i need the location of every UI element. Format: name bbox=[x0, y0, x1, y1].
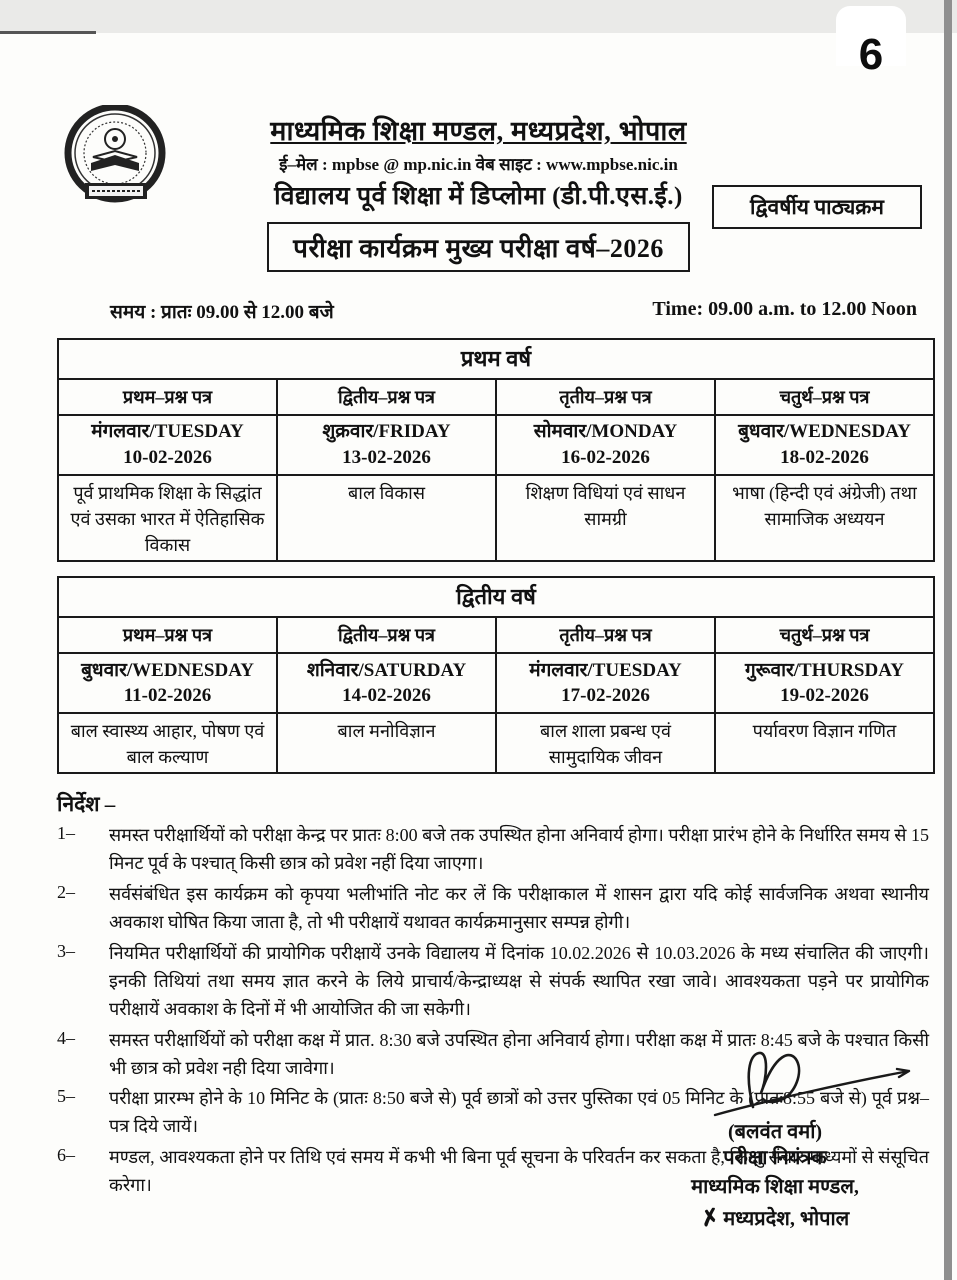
instruction-number: 3– bbox=[57, 941, 75, 962]
time-hindi: समय : प्रातः 09.00 से 12.00 बजे bbox=[110, 302, 334, 323]
instruction-item: 6– मण्डल, आवश्यकता होने पर तिथि एवं समय … bbox=[57, 1144, 929, 1200]
ink-mark: ✗ bbox=[698, 1203, 722, 1232]
exam-day-cell: सोमवार/MONDAY 16-02-2026 bbox=[495, 414, 716, 476]
subject-row: पूर्व प्राथमिक शिक्षा के सिद्धांत एवं उस… bbox=[57, 473, 935, 563]
page-number: 6 bbox=[858, 30, 884, 79]
date-label: 11-02-2026 bbox=[123, 685, 212, 707]
scan-right-edge bbox=[944, 0, 952, 1280]
instruction-item: 3– नियमित परीक्षार्थियों की प्रायोगिक पर… bbox=[57, 940, 929, 1024]
instruction-text: मण्डल, आवश्यकता होने पर तिथि एवं समय में… bbox=[109, 1147, 929, 1196]
subject-row: बाल स्वास्थ्य आहार, पोषण एवं बाल कल्याण … bbox=[57, 712, 935, 775]
instruction-number: 5– bbox=[57, 1086, 75, 1107]
col-header: तृतीय–प्रश्न पत्र bbox=[495, 616, 716, 655]
signatory-place: ✗मध्यप्रदेश, भोपाल bbox=[615, 1202, 935, 1234]
signatory-designation: परीक्षा नियंत्रक bbox=[723, 1147, 827, 1169]
subject-cell: भाषा (हिन्दी एवं अंग्रेजी) तथा सामाजिक अ… bbox=[714, 473, 935, 563]
signatory-name: (बलवंत वर्मा) bbox=[727, 1121, 823, 1143]
signatory-org: माध्यमिक शिक्षा मण्डल, bbox=[691, 1176, 859, 1198]
instruction-text: समस्त परीक्षार्थियों को परीक्षा केन्द्र … bbox=[109, 825, 929, 874]
place-text: मध्यप्रदेश, भोपाल bbox=[723, 1208, 850, 1230]
time-english: Time: 09.00 a.m. to 12.00 Noon bbox=[652, 298, 917, 320]
contact-line: ई–मेल : mpbse @ mp.nic.in वेब साइट : www… bbox=[279, 155, 678, 174]
second-year-table: द्वितीय वर्ष प्रथम–प्रश्न पत्र द्वितीय–प… bbox=[57, 576, 935, 775]
instruction-text: परीक्षा प्रारम्भ होने के 10 मिनिट के (प्… bbox=[109, 1088, 929, 1137]
instructions-section: निर्देश – 1– समस्त परीक्षार्थियों को परी… bbox=[57, 790, 929, 1200]
first-year-table: प्रथम वर्ष प्रथम–प्रश्न पत्र द्वितीय–प्र… bbox=[57, 338, 935, 563]
instruction-item: 4– समस्त परीक्षार्थियों को परीक्षा कक्ष … bbox=[57, 1027, 929, 1083]
signature-icon bbox=[713, 1051, 911, 1117]
col-header: द्वितीय–प्रश्न पत्र bbox=[276, 378, 497, 416]
subject-cell: बाल शाला प्रबन्ध एवं सामुदायिक जीवन bbox=[495, 712, 716, 775]
col-header: प्रथम–प्रश्न पत्र bbox=[57, 378, 278, 416]
instruction-number: 6– bbox=[57, 1145, 75, 1166]
col-header: तृतीय–प्रश्न पत्र bbox=[495, 378, 716, 416]
subject-cell: बाल स्वास्थ्य आहार, पोषण एवं बाल कल्याण bbox=[57, 712, 278, 775]
day-label: शुक्रवार/FRIDAY bbox=[322, 421, 451, 443]
seal-icon bbox=[64, 103, 166, 203]
exam-day-cell: बुधवार/WEDNESDAY 18-02-2026 bbox=[714, 414, 935, 476]
instruction-text: सर्वसंबंधित इस कार्यक्रम को कृपया भलीभां… bbox=[109, 884, 929, 933]
day-label: मंगलवार/TUESDAY bbox=[529, 659, 682, 681]
col-header: द्वितीय–प्रश्न पत्र bbox=[276, 616, 497, 655]
date-label: 17-02-2026 bbox=[561, 685, 650, 707]
date-label: 19-02-2026 bbox=[780, 685, 869, 707]
document-page: माध्यमिक शिक्षा मण्डल, मध्यप्रदेश, भोपाल… bbox=[0, 33, 957, 1203]
day-label: बुधवार/WEDNESDAY bbox=[738, 421, 911, 443]
date-row: बुधवार/WEDNESDAY 11-02-2026 शनिवार/SATURD… bbox=[57, 652, 935, 715]
org-name: माध्यमिक शिक्षा मण्डल, मध्यप्रदेश, भोपाल bbox=[270, 116, 687, 146]
scan-top-band bbox=[0, 0, 957, 33]
instruction-text: समस्त परीक्षार्थियों को परीक्षा कक्ष में… bbox=[109, 1029, 929, 1078]
column-header-row: प्रथम–प्रश्न पत्र द्वितीय–प्रश्न पत्र तृ… bbox=[57, 378, 935, 416]
subject-cell: पूर्व प्राथमिक शिक्षा के सिद्धांत एवं उस… bbox=[57, 473, 278, 563]
day-label: सोमवार/MONDAY bbox=[533, 421, 678, 443]
table-title: प्रथम वर्ष bbox=[57, 338, 935, 380]
instruction-number: 1– bbox=[57, 823, 75, 844]
subject-cell: बाल मनोविज्ञान bbox=[276, 712, 497, 775]
subject-cell: शिक्षण विधियां एवं साधन सामग्री bbox=[495, 473, 716, 563]
signature-block: (बलवंत वर्मा) परीक्षा नियंत्रक माध्यमिक … bbox=[615, 1045, 935, 1234]
day-label: गुरूवार/THURSDAY bbox=[745, 659, 904, 681]
exam-day-cell: मंगलवार/TUESDAY 10-02-2026 bbox=[57, 414, 278, 476]
exam-day-cell: बुधवार/WEDNESDAY 11-02-2026 bbox=[57, 652, 278, 715]
instruction-number: 4– bbox=[57, 1027, 75, 1048]
time-row: समय : प्रातः 09.00 से 12.00 बजे Time: 09… bbox=[110, 298, 927, 324]
date-label: 10-02-2026 bbox=[123, 447, 212, 468]
date-label: 16-02-2026 bbox=[561, 447, 650, 468]
date-label: 13-02-2026 bbox=[342, 447, 431, 468]
day-label: शनिवार/SATURDAY bbox=[306, 659, 467, 681]
date-row: मंगलवार/TUESDAY 10-02-2026 शुक्रवार/FRIDA… bbox=[57, 414, 935, 476]
exam-day-cell: शुक्रवार/FRIDAY 13-02-2026 bbox=[276, 414, 497, 476]
subject-cell: बाल विकास bbox=[276, 473, 497, 563]
course-title: विद्यालय पूर्व शिक्षा में डिप्लोमा (डी.प… bbox=[274, 183, 683, 210]
column-header-row: प्रथम–प्रश्न पत्र द्वितीय–प्रश्न पत्र तृ… bbox=[57, 616, 935, 655]
exam-day-cell: मंगलवार/TUESDAY 17-02-2026 bbox=[495, 652, 716, 715]
table-title: द्वितीय वर्ष bbox=[57, 576, 935, 619]
exam-day-cell: गुरूवार/THURSDAY 19-02-2026 bbox=[714, 652, 935, 715]
mpbse-logo-seal bbox=[58, 103, 178, 220]
instruction-text: नियमित परीक्षार्थियों की प्रायोगिक परीक्… bbox=[109, 943, 929, 1019]
header: माध्यमिक शिक्षा मण्डल, मध्यप्रदेश, भोपाल… bbox=[0, 111, 957, 272]
instructions-heading: निर्देश – bbox=[57, 792, 116, 817]
instruction-number: 2– bbox=[57, 882, 75, 903]
course-duration-box: द्विवर्षीय पाठ्यक्रम bbox=[712, 185, 922, 229]
col-header: प्रथम–प्रश्न पत्र bbox=[57, 616, 278, 655]
exam-schedule-title: परीक्षा कार्यक्रम मुख्य परीक्षा वर्ष–202… bbox=[267, 222, 690, 272]
instruction-item: 2– सर्वसंबंधित इस कार्यक्रम को कृपया भली… bbox=[57, 881, 929, 937]
subject-cell: पर्यावरण विज्ञान गणित bbox=[714, 712, 935, 775]
instruction-item: 5– परीक्षा प्रारम्भ होने के 10 मिनिट के … bbox=[57, 1085, 929, 1141]
col-header: चतुर्थ–प्रश्न पत्र bbox=[714, 378, 935, 416]
date-label: 18-02-2026 bbox=[780, 447, 869, 468]
col-header: चतुर्थ–प्रश्न पत्र bbox=[714, 616, 935, 655]
date-label: 14-02-2026 bbox=[342, 685, 431, 707]
day-label: बुधवार/WEDNESDAY bbox=[81, 659, 254, 681]
scan-top-line bbox=[0, 31, 96, 34]
instruction-item: 1– समस्त परीक्षार्थियों को परीक्षा केन्द… bbox=[57, 822, 929, 878]
page-corner-tab bbox=[836, 6, 906, 66]
day-label: मंगलवार/TUESDAY bbox=[91, 421, 244, 443]
exam-day-cell: शनिवार/SATURDAY 14-02-2026 bbox=[276, 652, 497, 715]
